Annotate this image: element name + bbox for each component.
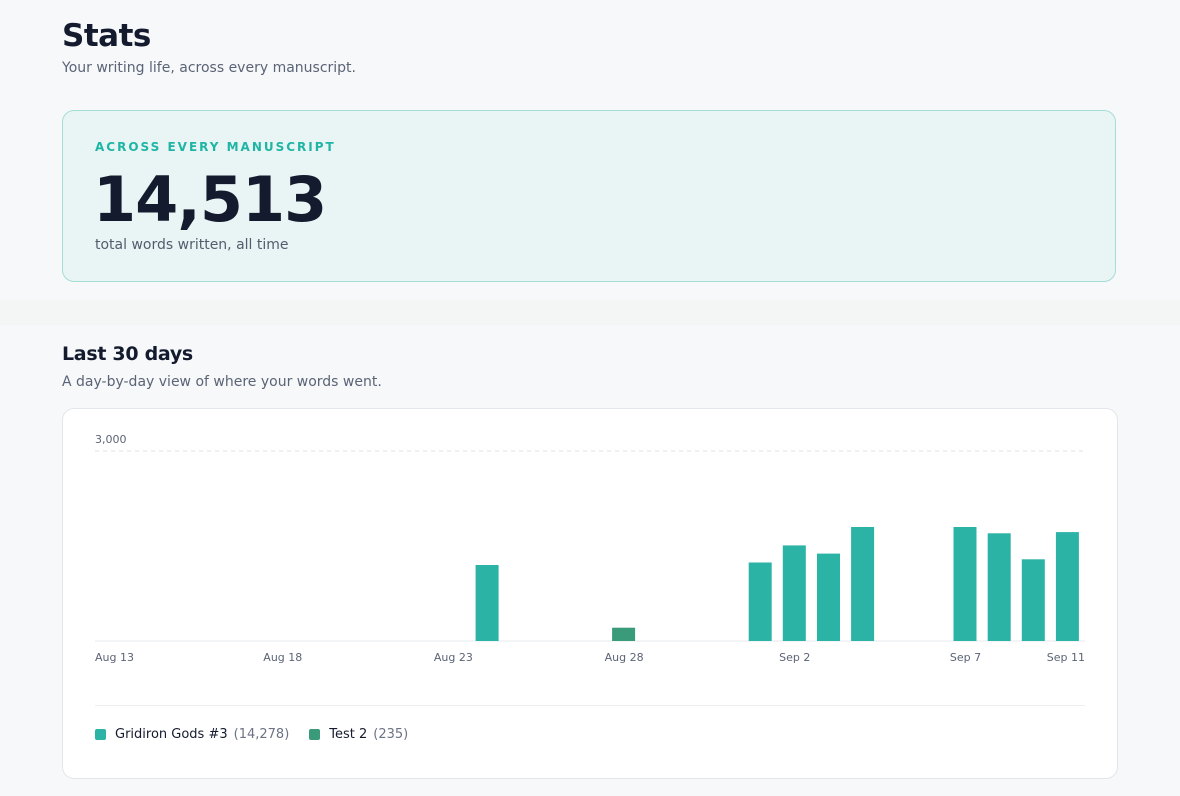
bar-sep-10[interactable] [1055,532,1079,641]
legend-item[interactable]: Test 2 (235) [309,727,408,742]
legend-divider [95,705,1085,706]
section-divider [0,300,1180,325]
legend-swatch [95,729,106,740]
total-words-card: ACROSS EVERY MANUSCRIPT 14,513 total wor… [62,110,1116,282]
legend-count: (235) [373,727,409,742]
bar-sep-9[interactable] [1021,559,1045,641]
bar-aug-28[interactable] [612,627,636,641]
daily-words-chart: 3,000 Aug 13 Aug 18 Aug 23 Aug 28 Sep 2 Sep 7… [95,433,1085,664]
total-words-caption: total words written, all time [95,237,289,253]
bar-sep-3[interactable] [817,553,840,641]
bar-sep-8[interactable] [987,533,1011,641]
x-tick-label: Aug 23 [434,651,473,664]
x-tick-label: Aug 28 [605,651,644,664]
bar-aug-24[interactable] [475,565,499,641]
section-title: Last 30 days [62,343,193,365]
total-words-value: 14,513 [93,163,327,236]
bar-sep-4[interactable] [851,527,875,641]
legend-item[interactable]: Gridiron Gods #3 (14,278) [95,727,289,742]
legend-swatch [309,729,321,740]
legend-count: (14,278) [233,727,290,742]
section-subtitle: A day-by-day view of where your words we… [62,374,382,390]
x-tick-label: Sep 2 [779,651,810,664]
page-title: Stats [62,18,151,54]
legend-name: Test 2 [329,727,368,742]
x-tick-label: Aug 13 [95,651,134,664]
bar-sep-1[interactable] [748,562,772,642]
legend-name: Gridiron Gods #3 [115,727,228,742]
x-tick-label: Sep 11 [1047,651,1085,664]
bar-sep-7[interactable] [953,527,977,641]
daily-words-chart-card: 3,000 Aug 13 Aug 18 Aug 23 Aug 28 Sep 2 Sep 7… [62,408,1118,779]
x-ticks-layer: Aug 13 Aug 18 Aug 23 Aug 28 Sep 2 Sep 7 Sep 11 [95,651,1085,664]
bars-layer [475,527,1079,642]
bar-sep-2[interactable] [782,545,806,641]
chart-legend: Gridiron Gods #3 (14,278) Test 2 (235) [95,727,428,742]
page-subtitle: Your writing life, across every manuscri… [62,60,356,76]
x-tick-label: Sep 7 [950,651,981,664]
x-tick-label: Aug 18 [263,651,302,664]
y-tick-label: 3,000 [95,433,127,446]
total-eyebrow: ACROSS EVERY MANUSCRIPT [95,140,336,154]
